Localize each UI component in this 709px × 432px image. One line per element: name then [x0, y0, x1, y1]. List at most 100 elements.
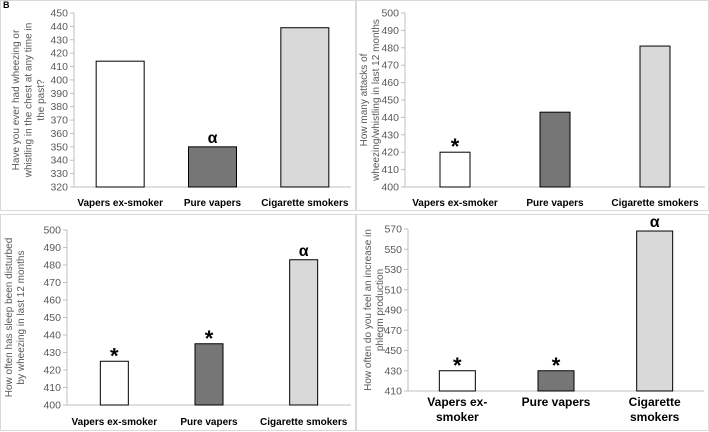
- y-axis-label-line: by wheezing in last 12 months: [16, 251, 27, 385]
- y-tick-label: 420: [43, 365, 61, 377]
- x-category-label: Pure vapers: [180, 417, 238, 428]
- y-axis-label-line: How many attacks of: [359, 53, 370, 146]
- bar-vapers-ex-smoker: [438, 370, 476, 392]
- y-axis-label: Have you ever had wheezing or whistling i…: [11, 23, 47, 179]
- y-tick-label: 570: [384, 224, 402, 236]
- y-axis-label-line: How often has sleep been disturbed: [4, 238, 15, 398]
- x-category-label: Pure vapers: [522, 395, 591, 409]
- y-tick-label: 350: [50, 141, 68, 153]
- chart-panel-attacks-count: 400 410 420 430 440 450 460 470 480 490 500 How man…: [356, 0, 709, 211]
- y-axis-label: How many attacks ofwheezing/whistling in…: [359, 19, 382, 182]
- y-tick-label: 340: [50, 155, 68, 167]
- x-category-label: Cigarette: [629, 395, 681, 409]
- bar-vapers-ex-smoker: [95, 60, 145, 188]
- y-tick-label: 400: [50, 74, 68, 86]
- y-tick-label: 450: [381, 95, 399, 107]
- bar-vapers-ex-smoker: [439, 151, 471, 188]
- y-axis-label: How often do you feel an increase inphle…: [363, 229, 386, 391]
- significance-asterisk: *: [453, 353, 462, 378]
- y-tick-label: 480: [381, 42, 399, 54]
- bar-cigarette-smokers: [636, 230, 674, 392]
- significance-asterisk: *: [552, 353, 561, 378]
- y-tick-label: 490: [43, 242, 61, 254]
- y-tick-label: 460: [43, 295, 61, 307]
- bar-pure-vapers: [537, 370, 575, 392]
- y-tick-label: 330: [50, 168, 68, 180]
- y-tick-label: 440: [50, 21, 68, 33]
- y-axis-label-line: wheezing/whistling in last 12 months: [371, 19, 382, 182]
- y-tick-label: 410: [43, 382, 61, 394]
- y-tick-label: 410: [381, 164, 399, 176]
- significance-asterisk: *: [205, 326, 214, 351]
- x-category-label: Vapers ex-smoker: [412, 198, 498, 209]
- y-tick-label: 450: [384, 345, 402, 357]
- y-tick-label: 430: [50, 34, 68, 46]
- chart-panel-phlegm-increase: 410 430 450 470 490 510 530 550 570 How often do …: [356, 214, 709, 431]
- significance-alpha: α: [650, 214, 660, 231]
- y-tick-label: 410: [50, 61, 68, 73]
- significance-asterisk: *: [451, 134, 460, 159]
- y-tick-label: 460: [381, 77, 399, 89]
- x-category-label: Vapers ex-: [427, 395, 487, 409]
- y-tick-label: 470: [384, 325, 402, 337]
- x-category-label: smokers: [630, 410, 680, 424]
- y-tick-label: 450: [50, 8, 68, 20]
- x-category-label: Cigarette smokers: [261, 198, 349, 209]
- x-category-label: Vapers ex-smoker: [77, 198, 163, 209]
- x-category-label: Pure vapers: [184, 198, 242, 209]
- y-tick-label: 420: [50, 48, 68, 60]
- significance-alpha: α: [299, 243, 309, 260]
- y-tick-label: 480: [43, 260, 61, 272]
- y-tick-label: 500: [43, 225, 61, 237]
- y-tick-label: 440: [43, 330, 61, 342]
- significance-asterisk: *: [110, 343, 119, 368]
- y-tick-label: 510: [384, 284, 402, 296]
- y-tick-label: 530: [384, 264, 402, 276]
- y-tick-label: 470: [381, 60, 399, 72]
- y-tick-label: 320: [50, 182, 68, 194]
- bar-cigarette-smokers: [280, 27, 330, 188]
- y-tick-label: 420: [381, 147, 399, 159]
- y-tick-label: 400: [381, 182, 399, 194]
- y-tick-label: 390: [50, 88, 68, 100]
- bar-pure-vapers: [194, 343, 224, 406]
- bar-pure-vapers: [188, 146, 237, 188]
- bar-pure-vapers: [539, 111, 571, 188]
- panel-label: B: [3, 0, 10, 10]
- x-category-label: Vapers ex-smoker: [72, 417, 158, 428]
- chart-svg-sleep-disturbed: 400 410 420 430 440 450 460 470 480 490 500 How oft…: [4, 225, 351, 428]
- bar-vapers-ex-smoker: [99, 360, 129, 406]
- y-tick-label: 360: [50, 128, 68, 140]
- y-tick-label: 430: [43, 347, 61, 359]
- x-category-label: smoker: [436, 410, 479, 424]
- y-tick-label: 470: [43, 277, 61, 289]
- y-tick-label: 500: [381, 8, 399, 20]
- y-axis-label-line: whistling in the chest at any time in: [24, 23, 35, 179]
- bar-cigarette-smokers: [639, 45, 671, 188]
- y-tick-label: 490: [384, 305, 402, 317]
- y-tick-label: 380: [50, 101, 68, 113]
- y-axis-label-line: Have you ever had wheezing or: [11, 29, 22, 170]
- significance-alpha: α: [208, 130, 218, 147]
- y-tick-label: 440: [381, 112, 399, 124]
- chart-panel-wheezing-ever: B 320 330 340 350 360 370 380 390 400 410 420 430 44…: [0, 0, 356, 211]
- chart-panel-sleep-disturbed: 400 410 420 430 440 450 460 470 480 490 500 How oft…: [0, 214, 356, 431]
- y-tick-label: 450: [43, 312, 61, 324]
- x-category-label: Cigarette smokers: [260, 417, 348, 428]
- bar-cigarette-smokers: [289, 259, 319, 406]
- y-axis-label-line: phlegm production: [375, 269, 386, 351]
- y-tick-label: 400: [43, 400, 61, 412]
- x-category-label: Cigarette smokers: [611, 198, 699, 209]
- y-tick-label: 430: [384, 365, 402, 377]
- y-axis-label-line: the past?: [36, 79, 47, 121]
- y-axis-label: How often has sleep been disturbedby whe…: [4, 238, 27, 398]
- y-tick-label: 410: [384, 386, 402, 398]
- y-tick-label: 550: [384, 244, 402, 256]
- y-tick-label: 370: [50, 115, 68, 127]
- y-tick-label: 430: [381, 129, 399, 141]
- y-tick-label: 490: [381, 25, 399, 37]
- y-axis-label-line: How often do you feel an increase in: [363, 229, 374, 391]
